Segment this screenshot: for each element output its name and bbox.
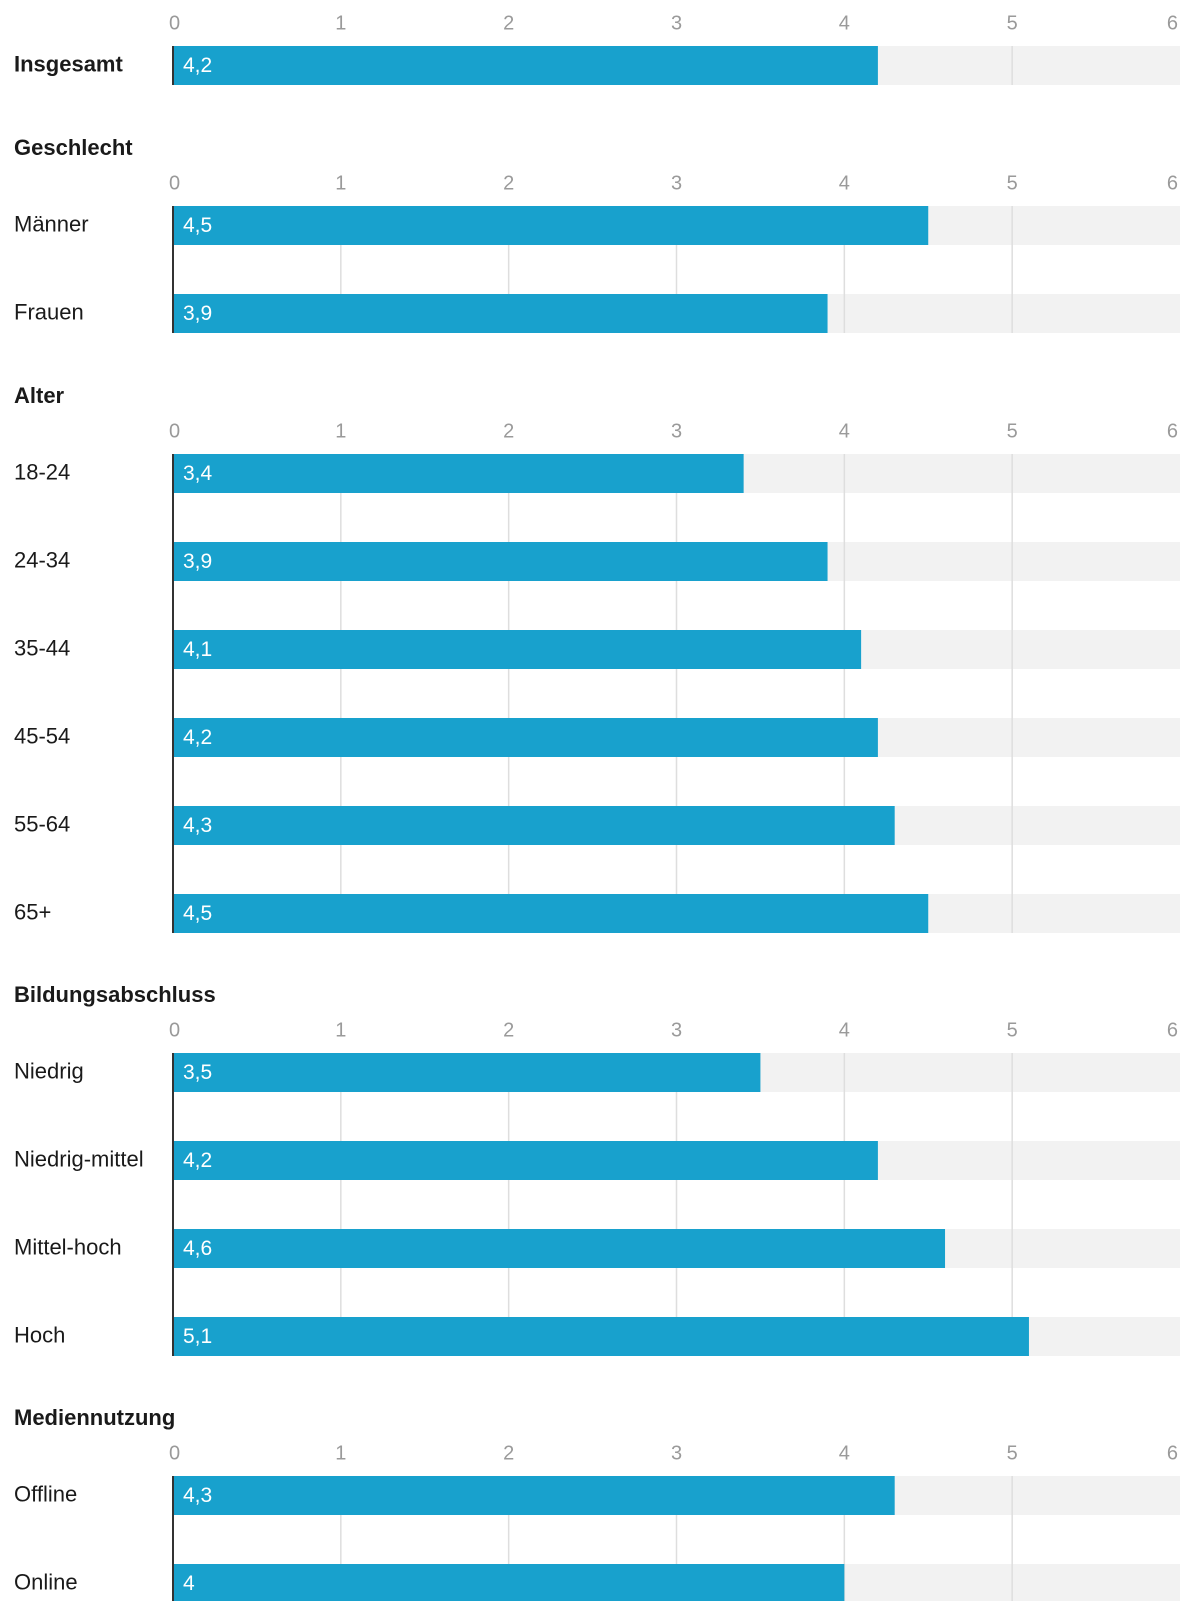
x-tick-label: 2 xyxy=(503,12,514,34)
bar xyxy=(173,46,878,85)
x-tick-label: 0 xyxy=(169,1442,180,1464)
x-tick-label: 3 xyxy=(671,172,682,194)
x-tick-label: 5 xyxy=(1007,1442,1018,1464)
bar-value-label: 4,6 xyxy=(183,1237,212,1260)
bar xyxy=(173,206,929,245)
x-tick-label: 2 xyxy=(503,420,514,442)
category-label: Hoch xyxy=(14,1322,65,1347)
x-tick-label: 0 xyxy=(169,1019,180,1041)
x-tick-label: 6 xyxy=(1167,12,1178,34)
x-tick-label: 1 xyxy=(335,172,346,194)
x-tick-label: 1 xyxy=(335,12,346,34)
category-label: Insgesamt xyxy=(14,51,123,76)
category-label: Offline xyxy=(14,1481,77,1506)
bar-value-label: 4,2 xyxy=(183,54,212,77)
bar xyxy=(173,1317,1029,1356)
category-label: 24-34 xyxy=(14,547,70,572)
x-tick-label: 1 xyxy=(335,1019,346,1041)
bar-value-label: 3,5 xyxy=(183,1061,212,1084)
group-title: Mediennutzung xyxy=(14,1405,175,1430)
bar-value-label: 4,1 xyxy=(183,638,212,661)
x-tick-label: 0 xyxy=(169,172,180,194)
x-tick-label: 4 xyxy=(839,1442,850,1464)
group-title: Alter xyxy=(14,383,65,408)
x-tick-label: 5 xyxy=(1007,172,1018,194)
x-tick-label: 2 xyxy=(503,172,514,194)
x-tick-label: 0 xyxy=(169,12,180,34)
x-tick-label: 3 xyxy=(671,420,682,442)
bar xyxy=(173,454,744,493)
x-tick-label: 1 xyxy=(335,1442,346,1464)
category-label: Niedrig xyxy=(14,1058,84,1083)
bar-value-label: 3,4 xyxy=(183,462,213,485)
x-tick-label: 5 xyxy=(1007,12,1018,34)
category-label: Frauen xyxy=(14,299,84,324)
group-title: Geschlecht xyxy=(14,135,133,160)
category-label: 45-54 xyxy=(14,723,70,748)
bar-value-label: 4,3 xyxy=(183,1484,212,1507)
category-label: Online xyxy=(14,1569,78,1594)
x-tick-label: 4 xyxy=(839,12,850,34)
x-tick-label: 6 xyxy=(1167,420,1178,442)
bar xyxy=(173,1229,946,1268)
x-tick-label: 3 xyxy=(671,12,682,34)
bar xyxy=(173,542,828,581)
x-tick-label: 6 xyxy=(1167,1442,1178,1464)
bar xyxy=(173,718,878,757)
x-tick-label: 5 xyxy=(1007,1019,1018,1041)
category-label: 18-24 xyxy=(14,459,70,484)
x-tick-label: 4 xyxy=(839,420,850,442)
x-tick-label: 6 xyxy=(1167,1019,1178,1041)
bar xyxy=(173,1053,761,1092)
bar xyxy=(173,630,862,669)
group-title: Bildungsabschluss xyxy=(14,982,216,1007)
category-label: 65+ xyxy=(14,899,51,924)
category-label: 35-44 xyxy=(14,635,70,660)
x-tick-label: 1 xyxy=(335,420,346,442)
bar-value-label: 4 xyxy=(183,1572,195,1595)
bar-value-label: 4,3 xyxy=(183,814,212,837)
bar-value-label: 3,9 xyxy=(183,550,212,573)
x-tick-label: 6 xyxy=(1167,172,1178,194)
x-tick-label: 0 xyxy=(169,420,180,442)
bar xyxy=(173,1476,895,1515)
bar-value-label: 4,2 xyxy=(183,726,212,749)
x-tick-label: 2 xyxy=(503,1019,514,1041)
bar-value-label: 4,2 xyxy=(183,1149,212,1172)
bar xyxy=(173,1564,845,1601)
category-label: Mittel-hoch xyxy=(14,1234,122,1259)
bar xyxy=(173,894,929,933)
bar xyxy=(173,1141,878,1180)
category-label: Niedrig-mittel xyxy=(14,1146,144,1171)
x-tick-label: 3 xyxy=(671,1442,682,1464)
bar-value-label: 3,9 xyxy=(183,302,212,325)
x-tick-label: 5 xyxy=(1007,420,1018,442)
bar-value-label: 4,5 xyxy=(183,214,212,237)
bar xyxy=(173,294,828,333)
x-tick-label: 4 xyxy=(839,172,850,194)
bar-value-label: 5,1 xyxy=(183,1325,212,1348)
category-label: Männer xyxy=(14,211,89,236)
bar-value-label: 4,5 xyxy=(183,902,212,925)
x-tick-label: 4 xyxy=(839,1019,850,1041)
x-tick-label: 2 xyxy=(503,1442,514,1464)
x-tick-label: 3 xyxy=(671,1019,682,1041)
bar xyxy=(173,806,895,845)
category-label: 55-64 xyxy=(14,811,70,836)
